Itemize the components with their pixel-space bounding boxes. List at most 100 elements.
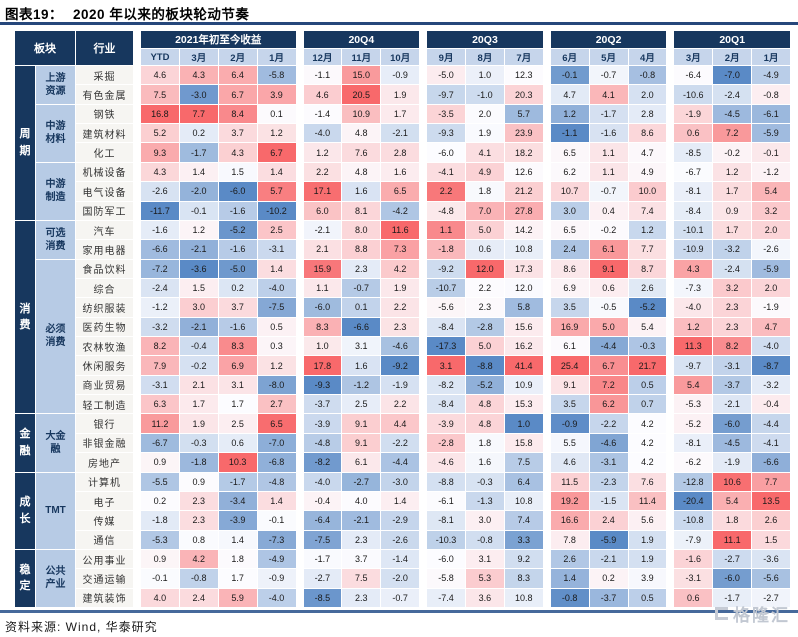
heatmap-cell: 16.6 [550,511,589,530]
heatmap-cell: 2.1 [179,375,218,395]
heatmap-cell: 3.9 [257,85,296,104]
industry-label: 银行 [76,414,133,433]
heatmap-cell: 2.4 [589,511,628,530]
heatmap-cell: 0.3 [257,337,296,356]
heatmap-cell: -6.6 [752,453,790,472]
heatmap-cell: -7.3 [257,530,296,549]
heatmap-cell: -0.8 [466,530,504,549]
industry-group-label: 大金 融 [36,414,75,472]
heatmap-cell: -5.8 [257,66,296,85]
heatmap-cell: -3.6 [752,549,790,569]
heatmap-cell: 10.3 [218,453,257,472]
figure-title: 图表19： 2020 年以来的板块轮动节奏 [5,3,249,23]
heatmap-cell: 1.7 [218,395,257,414]
heatmap-cell: -3.1 [674,569,713,588]
heatmap-cell: 1.8 [218,549,257,569]
month-column-header: 8月 [466,49,504,65]
heatmap-cell: -6.7 [674,162,713,182]
heatmap-cell: -6.0 [427,143,465,162]
heatmap-cell: 2.3 [466,298,504,317]
industry-label: 电子 [76,491,133,511]
heatmap-cell: 5.7 [257,182,296,201]
quarter-group-header: 2021年初至今收益 [141,31,296,48]
heatmap-cell: -6.2 [674,453,713,472]
heatmap-cell: 6.9 [550,278,589,298]
quarter-group-header: 20Q1 [674,31,790,48]
heatmap-cell: -3.2 [141,317,179,336]
heatmap-cell: 0.1 [257,104,296,124]
heatmap-cell: -1.7 [218,472,257,491]
heatmap-cell: 2.6 [628,278,667,298]
heatmap-cell: -7.9 [674,530,713,549]
heatmap-cell: 12.0 [466,259,504,278]
heatmap-cell: 6.7 [218,85,257,104]
heatmap-cell: 11.5 [550,472,589,491]
heatmap-cell: -1.7 [303,549,342,569]
heatmap-cell: -5.6 [427,298,465,317]
heatmap-cell: -3.1 [257,240,296,259]
heatmap-cell: 2.2 [466,278,504,298]
heatmap-cell: -0.1 [752,143,790,162]
heatmap-cell: 3.1 [218,375,257,395]
heatmap-cell: 4.8 [466,395,504,414]
heatmap-cell: 0.6 [466,240,504,259]
heatmap-cell: 10.0 [628,182,667,201]
heatmap-cell: -6.6 [141,240,179,259]
heatmap-cell: 1.1 [589,162,628,182]
industry-label: 家用电器 [76,240,133,259]
heatmap-cell: 8.2 [713,337,752,356]
heatmap-cell: 7.5 [342,569,381,588]
heatmap-cell: 8.3 [504,569,543,588]
heatmap-cell: -0.9 [257,569,296,588]
heatmap-cell: -4.6 [381,337,420,356]
heatmap-cell: -4.0 [303,124,342,143]
heatmap-cell: 0.1 [342,298,381,317]
heatmap-cell: -3.1 [141,375,179,395]
heatmap-cell: -7.4 [427,588,465,607]
heatmap-cell: 1.5 [218,162,257,182]
heatmap-cell: -1.6 [141,220,179,240]
heatmap-cell: -1.2 [141,298,179,317]
heatmap-cell: -1.6 [589,124,628,143]
month-column-header: 3月 [179,49,218,65]
heatmap-cell: 1.2 [303,143,342,162]
heatmap-cell: 3.7 [218,298,257,317]
heatmap-cell: -1.7 [589,104,628,124]
heatmap-cell: 3.6 [466,588,504,607]
heatmap-cell: -4.6 [589,433,628,453]
heatmap-cell: 7.6 [342,143,381,162]
figure-number-label: 图表19： [5,7,64,22]
heatmap-cell: 1.7 [179,395,218,414]
heatmap-cell: 11.3 [674,337,713,356]
heatmap-cell: -3.9 [218,511,257,530]
heatmap-cell: 9.2 [504,549,543,569]
heatmap-cell: 1.6 [342,182,381,201]
heatmap-cell: 8.4 [218,104,257,124]
sector-label: 成 长 [15,472,35,549]
heatmap-cell: 6.2 [550,162,589,182]
industry-label: 有色金属 [76,85,133,104]
heatmap-cell: -6.4 [674,66,713,85]
industry-label: 国防军工 [76,201,133,220]
heatmap-cell: -0.3 [179,433,218,453]
heatmap-cell: -2.7 [303,569,342,588]
heatmap-cell: -4.0 [674,298,713,317]
heatmap-cell: 7.9 [141,356,179,375]
heatmap-cell: 2.6 [752,511,790,530]
heatmap-cell: 8.6 [628,124,667,143]
heatmap-cell: 0.9 [141,549,179,569]
heatmap-cell: -0.1 [141,569,179,588]
heatmap-cell: 10.9 [342,104,381,124]
heatmap-cell: -0.8 [628,66,667,85]
heatmap-cell: 2.3 [342,259,381,278]
heatmap-cell: 2.2 [381,298,420,317]
industry-group-label: 上游 资源 [36,66,75,104]
heatmap-cell: 1.4 [257,259,296,278]
heatmap-cell: -9.7 [674,356,713,375]
heatmap-cell: 0.2 [589,569,628,588]
heatmap-cell: -1.8 [141,511,179,530]
heatmap-cell: -8.4 [427,317,465,336]
heatmap-cell: 4.6 [141,66,179,85]
industry-label: 汽车 [76,220,133,240]
heatmap-cell: -6.0 [713,414,752,433]
